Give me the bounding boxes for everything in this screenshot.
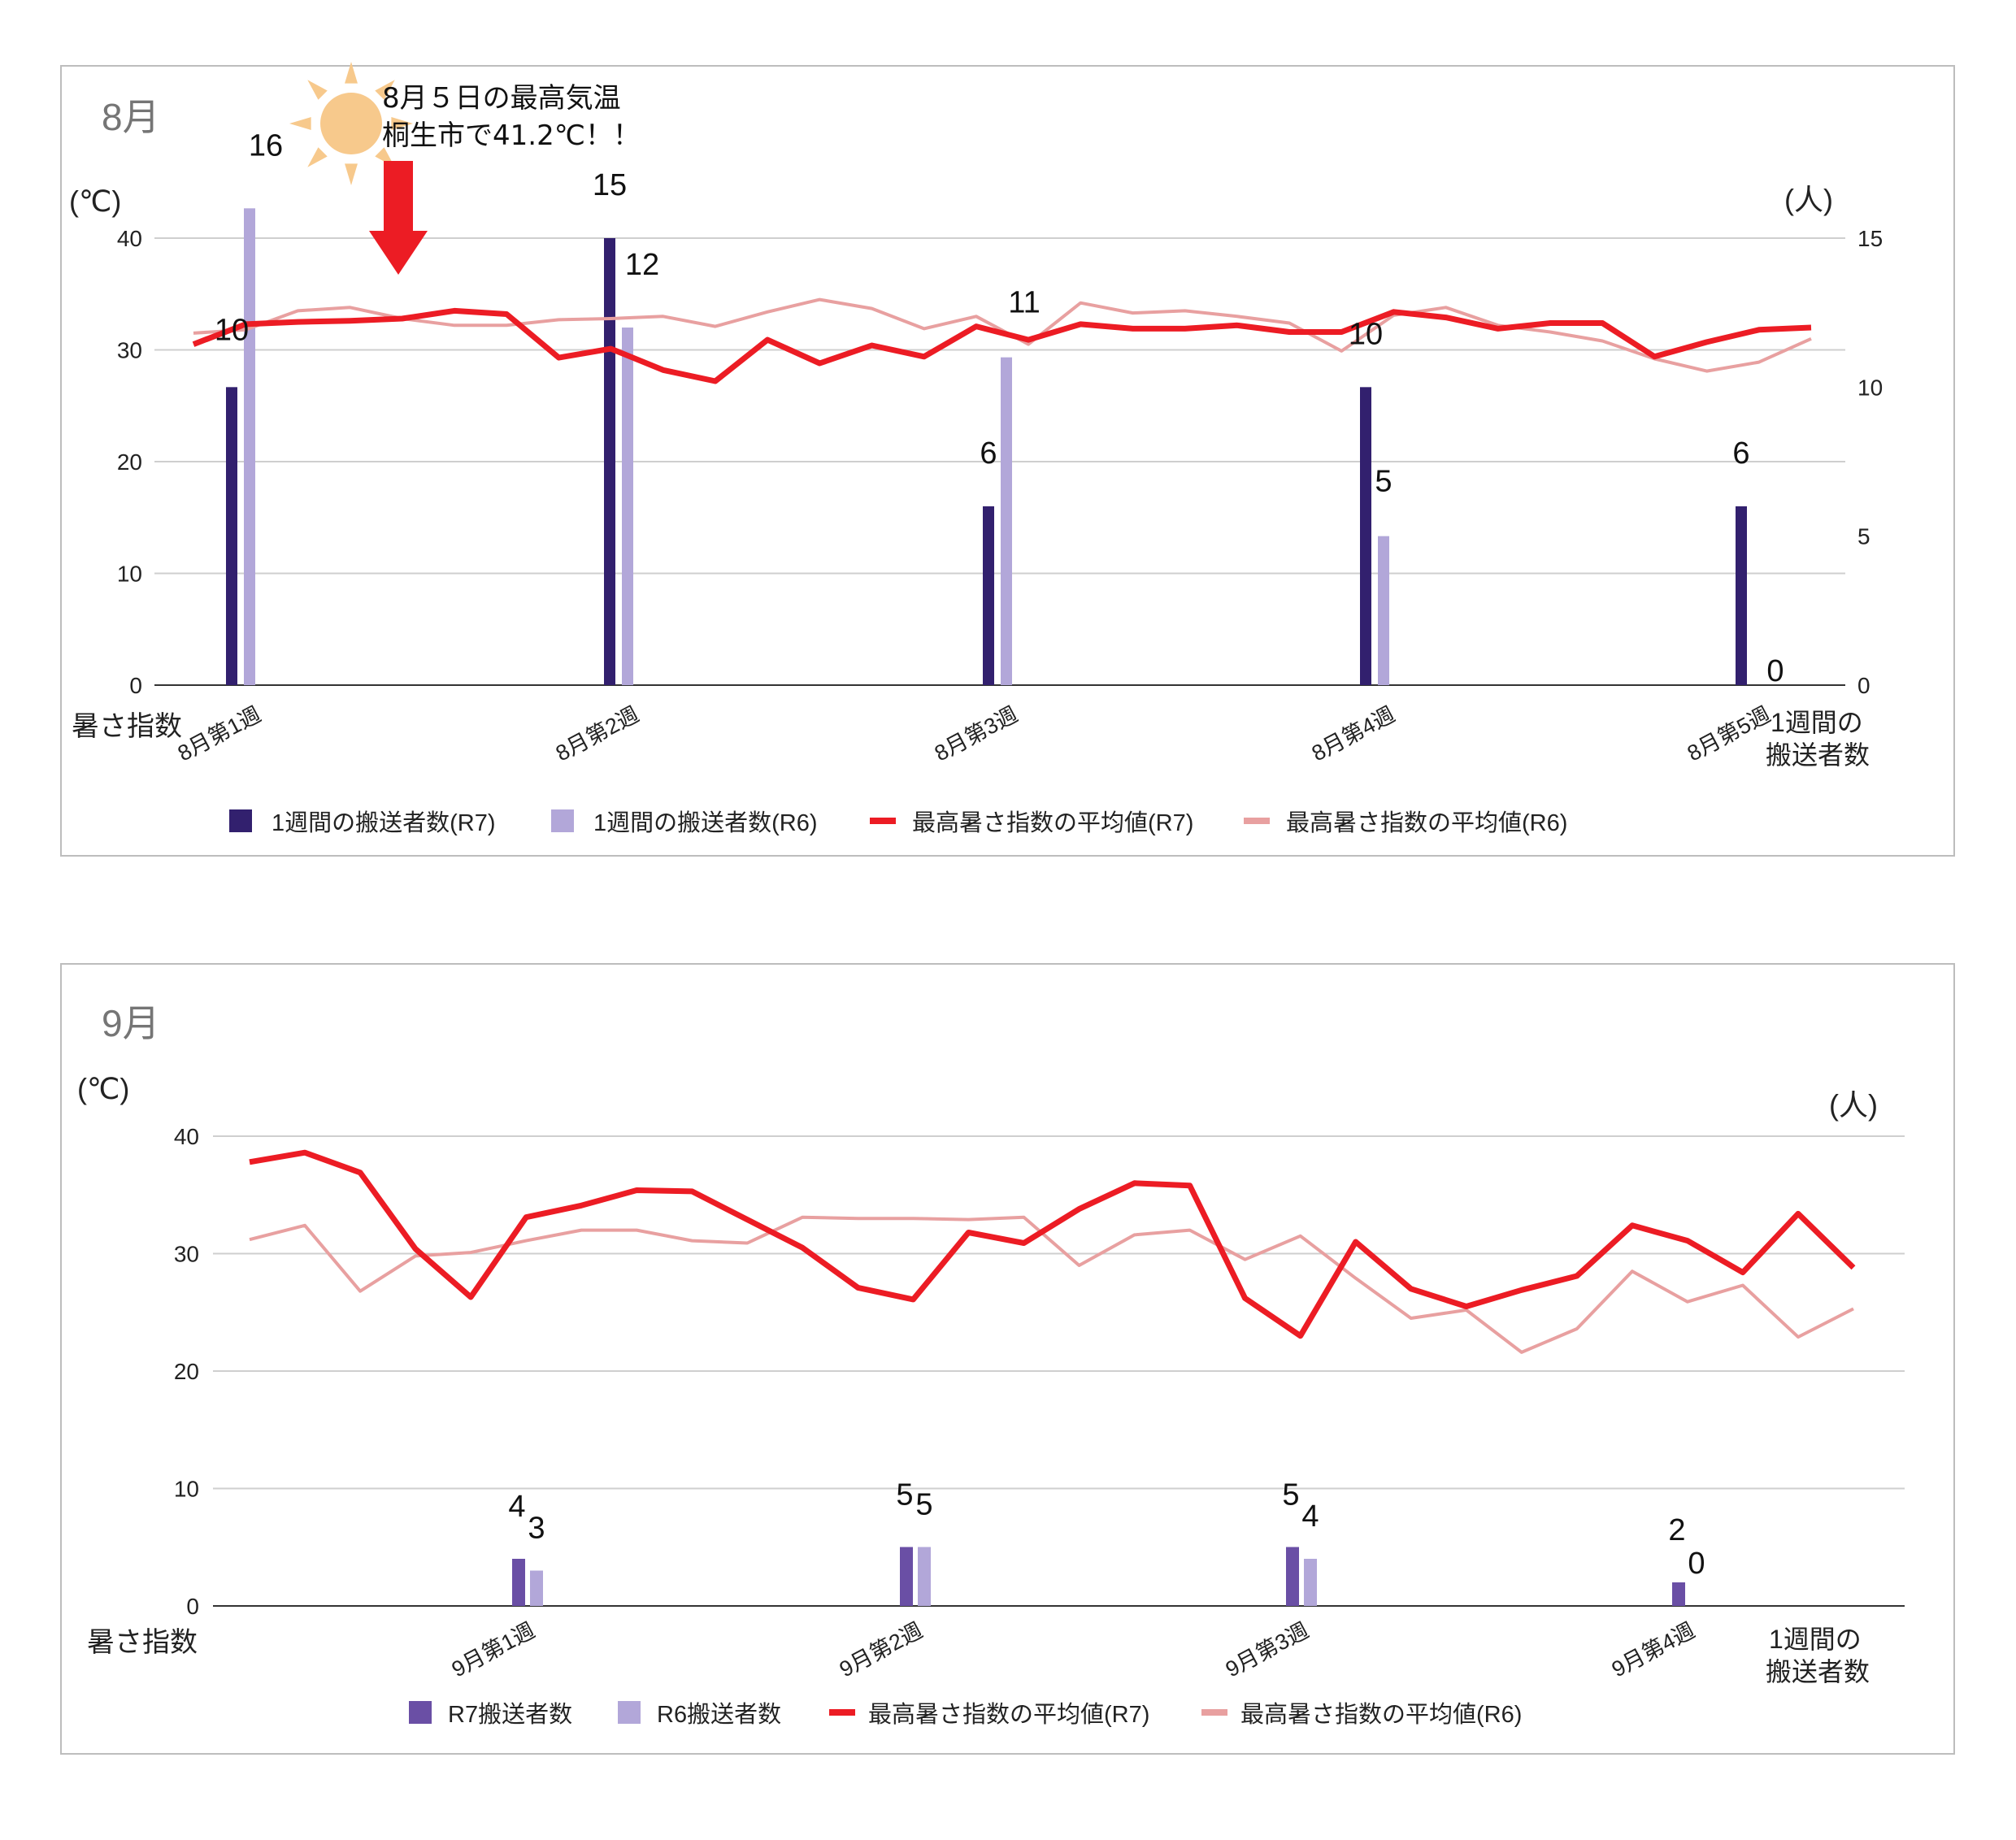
line-r6: [249, 1215, 1854, 1354]
bar-value-label: 0: [1766, 654, 1784, 688]
bar-value-label: 5: [896, 1478, 913, 1512]
line-r7: [249, 1149, 1856, 1339]
category-label: 9月第4週: [1608, 1618, 1699, 1682]
bar-value-label: 10: [215, 313, 249, 347]
red-arrow-icon: [369, 161, 428, 275]
left-tick-label: 10: [117, 562, 142, 587]
bar-value-label: 6: [1732, 436, 1749, 471]
left-tick-label: 30: [174, 1242, 199, 1267]
bar-r6: [622, 328, 633, 685]
bar-value-label: 5: [1375, 465, 1392, 499]
left-axis-label: 暑さ指数: [72, 711, 182, 742]
chart-title: 9月: [102, 1002, 160, 1044]
bar-value-label: 5: [1282, 1478, 1299, 1512]
right-axis-label-line1: 1週間の: [1771, 708, 1863, 737]
legend-swatch: [829, 1709, 855, 1716]
legend-swatch: [870, 818, 896, 824]
legend-swatch: [618, 1701, 641, 1724]
category-label: 9月第3週: [1222, 1618, 1313, 1682]
left-tick-label: 40: [117, 226, 142, 251]
bar-value-label: 15: [593, 168, 627, 202]
bar-value-label: 11: [1008, 286, 1040, 320]
bar-value-label: 4: [1301, 1499, 1319, 1534]
bar-r6: [1378, 536, 1389, 685]
right-tick-label: 10: [1857, 375, 1883, 400]
bar-value-label: 4: [508, 1490, 525, 1524]
heat-annotation: 8月５日の最高気温 桐生市で41.2℃！！: [382, 80, 641, 154]
bar-r6: [530, 1570, 543, 1606]
legend-label: R6搬送者数: [657, 1701, 781, 1728]
bar-value-label: 3: [528, 1512, 545, 1546]
bar-value-label: 5: [915, 1488, 932, 1522]
left-tick-label: 20: [174, 1359, 199, 1384]
left-tick-label: 0: [129, 673, 142, 698]
bar-r6: [918, 1547, 931, 1606]
right-axis-label-line2: 搬送者数: [1766, 1657, 1870, 1686]
right-tick-label: 15: [1857, 226, 1883, 251]
line-r7: [192, 307, 1812, 384]
bar-r7: [1360, 387, 1371, 685]
bar-value-label: 10: [1349, 317, 1383, 351]
legend-label: R7搬送者数: [448, 1701, 572, 1728]
bar-r7: [1672, 1582, 1685, 1606]
right-axis-unit: (人): [1784, 183, 1833, 216]
legend-swatch: [551, 809, 574, 832]
sun-icon: [289, 62, 413, 185]
bar-r6: [1001, 357, 1012, 685]
bar-r7: [983, 506, 994, 685]
bar-r7: [900, 1547, 913, 1606]
category-label: 9月第2週: [836, 1618, 927, 1682]
bar-r7: [226, 387, 237, 685]
right-axis-label-line2: 搬送者数: [1766, 740, 1870, 770]
left-axis-label: 暑さ指数: [87, 1627, 198, 1658]
legend-label: 1週間の搬送者数(R6): [593, 809, 818, 836]
annotation-line2: 桐生市で41.2℃！！: [382, 119, 641, 152]
legend-label: 最高暑さ指数の平均値(R7): [912, 809, 1193, 836]
bar-r7: [1736, 506, 1747, 685]
right-tick-label: 0: [1857, 673, 1870, 698]
august-chart: 8月 (℃) (人) 0 10 20 30 40 0 5 10 15 暑さ指数 1週間の搬送者数 10 16 8…: [69, 62, 1883, 836]
september-chart-panel: [60, 963, 1955, 1755]
legend-label: 最高暑さ指数の平均値(R7): [868, 1701, 1149, 1728]
bar-value-label: 0: [1688, 1547, 1705, 1581]
bar-r6: [1304, 1559, 1317, 1606]
left-tick-label: 10: [174, 1477, 199, 1502]
chart-title: 8月: [102, 96, 160, 138]
legend-swatch: [1201, 1709, 1227, 1716]
bar-r7: [512, 1559, 525, 1606]
bar-value-label: 2: [1668, 1513, 1685, 1547]
left-tick-label: 0: [186, 1594, 199, 1619]
right-axis-label-line1: 1週間の: [1769, 1625, 1862, 1654]
left-tick-label: 40: [174, 1124, 199, 1149]
legend-label: 最高暑さ指数の平均値(R6): [1286, 809, 1567, 836]
bar-value-label: 12: [625, 248, 659, 282]
legend-swatch: [229, 809, 252, 832]
left-tick-label: 30: [117, 338, 142, 363]
legend-swatch: [1244, 818, 1270, 824]
bar-value-label: 16: [249, 128, 283, 163]
bar-r7: [1286, 1547, 1299, 1606]
left-axis-unit: (℃): [69, 184, 121, 218]
right-axis-unit: (人): [1829, 1088, 1878, 1122]
left-tick-label: 20: [117, 449, 142, 475]
bar-value-label: 6: [980, 436, 997, 471]
right-tick-label: 5: [1857, 524, 1870, 549]
legend-label: 1週間の搬送者数(R7): [272, 809, 496, 836]
category-label: 9月第1週: [448, 1618, 539, 1682]
legend-label: 最高暑さ指数の平均値(R6): [1240, 1701, 1522, 1728]
legend-swatch: [409, 1701, 432, 1724]
annotation-line1: 8月５日の最高気温: [382, 82, 621, 115]
left-axis-unit: (℃): [77, 1072, 129, 1105]
